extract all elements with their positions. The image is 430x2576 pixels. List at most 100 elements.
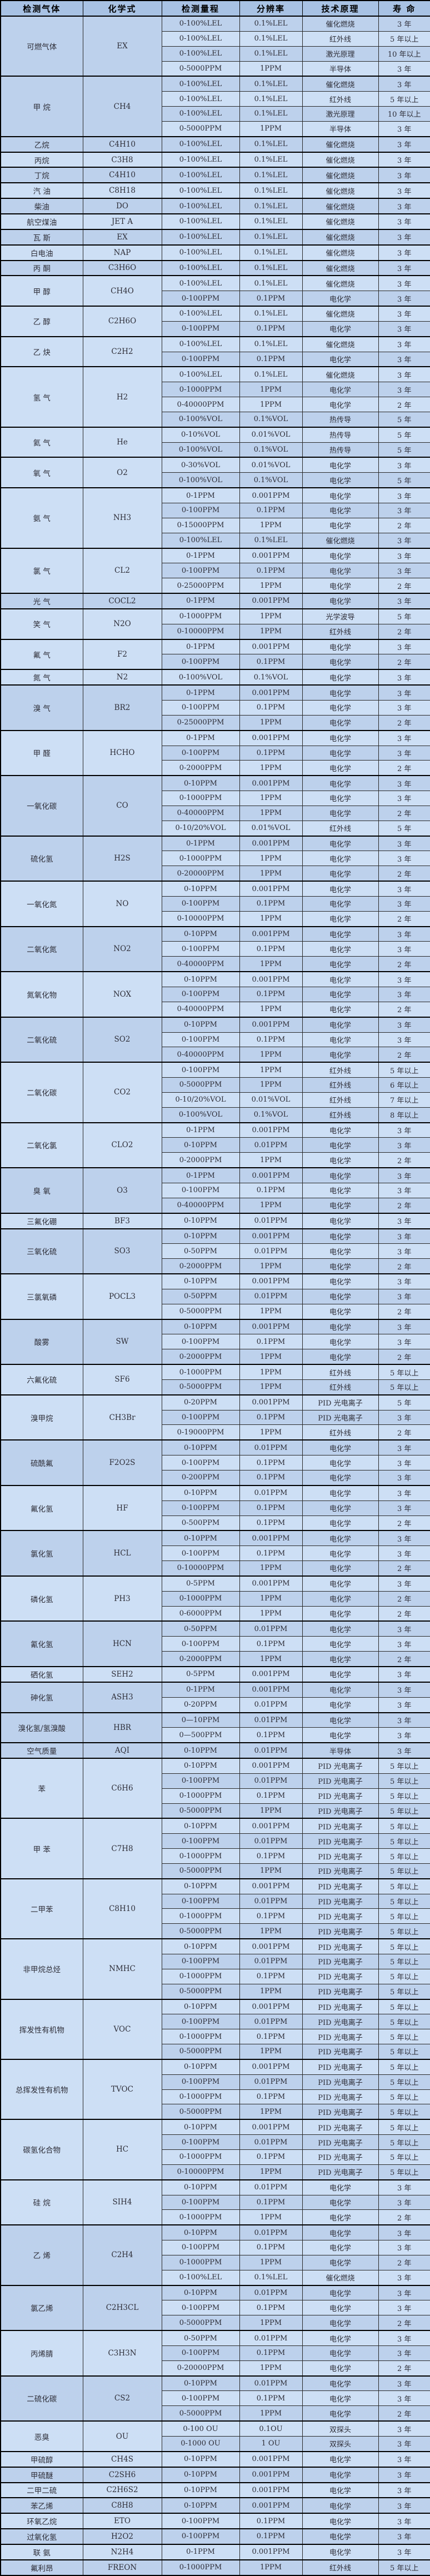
- table-row: 0-100PPM 0.1PPM 电化学 3 年: [1, 1500, 430, 1516]
- principle-cell: 电化学: [302, 382, 379, 398]
- lifespan-cell: 3 年: [378, 167, 430, 183]
- resolution-cell: 1PPM: [239, 2254, 303, 2270]
- resolution-cell: 0.001PPM: [239, 487, 303, 504]
- gas-name-cell: 甲 醛: [0, 729, 83, 776]
- lifespan-cell: 3 年: [378, 275, 430, 292]
- resolution-cell: 0.1PPM: [239, 941, 303, 957]
- principle-cell: 电化学: [302, 1651, 379, 1667]
- range-cell: 0-1000PPM: [161, 1908, 240, 1924]
- gas-name-cell: 二甲苯: [0, 1878, 83, 1939]
- resolution-cell: 0.001PPM: [239, 1273, 303, 1289]
- table-row: 0-100PPM 0.01PPM PID 光电离子 5 年以上: [1, 2134, 430, 2150]
- range-cell: 0-50PPM: [161, 1243, 240, 1259]
- range-cell: 0-100PPM: [161, 1409, 240, 1425]
- range-cell: 0-10PPM: [161, 2466, 240, 2483]
- principle-cell: 催化燃烧: [302, 366, 379, 383]
- range-cell: 0-100PPM: [161, 1545, 240, 1562]
- gas-name-cell: 碳氢化合物: [0, 2119, 83, 2180]
- resolution-cell: 1PPM: [239, 2044, 303, 2060]
- gas-name-cell: 溴化氢/氢溴酸: [0, 1712, 83, 1743]
- table-row: 丙烯腈 C3H3N 0-50PPM 0.01PPM 电化学 3 年: [0, 2330, 430, 2377]
- lifespan-cell: 3 年: [378, 2300, 430, 2316]
- resolution-cell: 0.1%LEL: [239, 91, 303, 107]
- range-cell: 0-100PPM: [161, 1182, 240, 1198]
- resolution-cell: 0.01%VOL: [239, 457, 303, 473]
- principle-cell: 双探头: [302, 2420, 379, 2437]
- principle-cell: PID 光电离子: [302, 2074, 379, 2090]
- gas-name-cell: 三氧化硫: [0, 1228, 83, 1274]
- range-cell: 0-100PPM: [161, 321, 240, 337]
- lifespan-cell: 2 年: [378, 654, 430, 670]
- gas-name-cell: 乙烷: [0, 136, 83, 153]
- principle-cell: 催化燃烧: [302, 306, 379, 322]
- resolution-cell: 0.001PPM: [239, 1818, 303, 1834]
- range-cell: 0-10PPM: [161, 1742, 240, 1759]
- range-cell: 0-1000PPM: [161, 382, 240, 398]
- principle-cell: 电化学: [302, 1016, 379, 1033]
- gas-name-cell: 可燃气体: [0, 15, 83, 77]
- range-cell: 0-100PPM: [161, 1032, 240, 1048]
- table-row: 0-2000PPM 1PPM 电化学 2 年: [1, 760, 430, 776]
- lifespan-cell: 3 年: [378, 1288, 430, 1304]
- table-row: 甲 烷 CH4 0-100%LEL 0.1%LEL 催化燃烧 3 年: [0, 76, 430, 137]
- principle-cell: 电化学: [302, 1167, 379, 1183]
- table-row: 三氟化硼 BF3 0-10PPM 0.01PPM 电化学 3 年: [0, 1212, 430, 1229]
- range-cell: 0-1PPM: [161, 729, 240, 746]
- formula-cell: BF3: [82, 1212, 162, 1229]
- principle-cell: 电化学: [302, 866, 379, 882]
- principle-cell: 电化学: [302, 2284, 379, 2301]
- range-cell: 0-5000PPM: [161, 1077, 240, 1093]
- principle-cell: PID 光电离子: [302, 1788, 379, 1804]
- table-row: 0-100PPM 0.1PPM 电化学 3 年: [1, 1455, 430, 1470]
- formula-cell: CH4O: [82, 275, 162, 307]
- lifespan-cell: 3 年: [378, 1137, 430, 1153]
- resolution-cell: 0.001PPM: [239, 2482, 303, 2498]
- formula-cell: NMHC: [82, 1938, 162, 2000]
- resolution-cell: 0.001PPM: [239, 1394, 303, 1410]
- lifespan-cell: 3 年: [378, 244, 430, 261]
- gas-name-cell: 硒化氢: [0, 1665, 83, 1683]
- resolution-cell: 0.1PPM: [239, 2089, 303, 2105]
- range-cell: 0-10PPM: [161, 2482, 240, 2498]
- principle-cell: 电化学: [302, 2497, 379, 2514]
- table-row: 磷化氢 PH3 0-5PPM 0.001PPM 电化学 3 年: [0, 1575, 430, 1622]
- lifespan-cell: 5 年: [378, 411, 430, 428]
- principle-cell: 电化学: [302, 563, 379, 579]
- lifespan-cell: 2 年: [378, 866, 430, 882]
- formula-cell: C6H6: [82, 1758, 162, 1819]
- formula-cell: OU: [82, 2420, 162, 2452]
- range-cell: 0-10PPM: [161, 2375, 240, 2392]
- formula-cell: POCL3: [82, 1273, 162, 1320]
- principle-cell: 电化学: [302, 911, 379, 927]
- lifespan-cell: 3 年: [378, 941, 430, 957]
- lifespan-cell: 5 年以上: [378, 2029, 430, 2045]
- range-cell: 0-100%VOL: [161, 669, 240, 686]
- range-cell: 0-10000PPM: [161, 1560, 240, 1577]
- lifespan-cell: 5 年以上: [378, 1379, 430, 1395]
- range-cell: 0-100%LEL: [161, 366, 240, 383]
- resolution-cell: 1PPM: [239, 1424, 303, 1440]
- lifespan-cell: 3 年: [378, 1334, 430, 1350]
- range-cell: 0-10PPM: [161, 2450, 240, 2468]
- lifespan-cell: 3 年: [378, 1530, 430, 1547]
- resolution-cell: 0.1PPM: [239, 896, 303, 912]
- range-cell: 0-40000PPM: [161, 1047, 240, 1063]
- principle-cell: PID 光电离子: [302, 2029, 379, 2045]
- formula-cell: BR2: [82, 684, 162, 731]
- table-row: 航空煤油 JET A 0-100%LEL 0.1%LEL 催化燃烧 3 年: [0, 213, 430, 230]
- range-cell: 0-15000PPM: [161, 517, 240, 533]
- lifespan-cell: 3 年: [378, 2224, 430, 2241]
- table-row: 三氯氧磷 POCL3 0-10PPM 0.001PPM 电化学 3 年: [0, 1273, 430, 1320]
- range-cell: 0-5000PPM: [161, 1379, 240, 1395]
- table-row: 0-100%LEL 0.1%LEL 红外线 5 年以上: [1, 31, 430, 47]
- lifespan-cell: 3 年: [378, 987, 430, 1002]
- lifespan-cell: 5 年以上: [378, 1758, 430, 1774]
- table-row: 砷化氢 ASH3 0-1PPM 0.001PPM 电化学 3 年: [0, 1681, 430, 1713]
- principle-cell: 热传导: [302, 426, 379, 443]
- range-cell: 0-19000PPM: [161, 1424, 240, 1440]
- resolution-cell: 0.1%LEL: [239, 167, 303, 183]
- principle-cell: 电化学: [302, 578, 379, 594]
- resolution-cell: 0.1PPM: [239, 1182, 303, 1198]
- formula-cell: C3H3N: [82, 2330, 162, 2377]
- resolution-cell: 0.001PPM: [239, 1758, 303, 1774]
